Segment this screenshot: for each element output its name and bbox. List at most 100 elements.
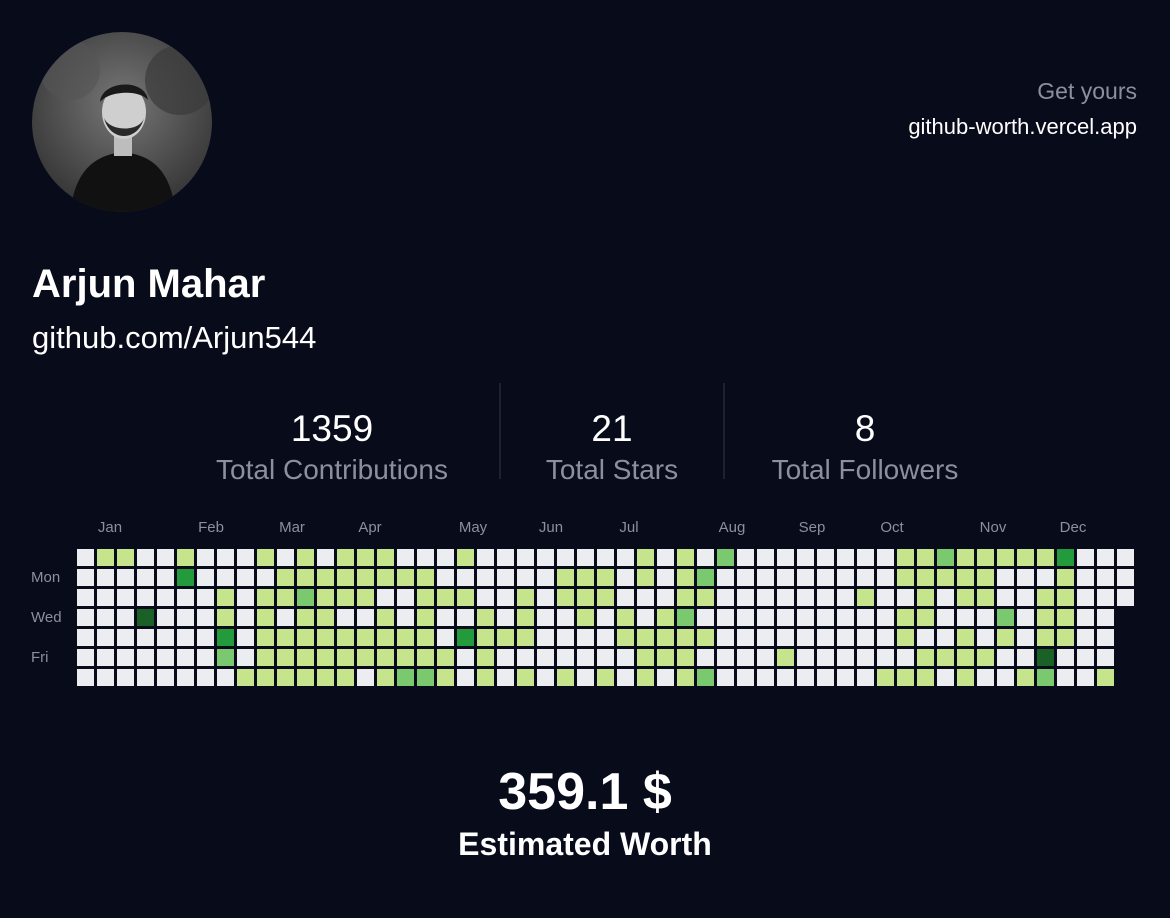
day-cell — [177, 609, 194, 626]
day-cell — [477, 609, 494, 626]
day-cell — [337, 549, 354, 566]
day-cell — [737, 669, 754, 686]
day-cell — [937, 589, 954, 606]
day-cell — [597, 669, 614, 686]
day-cell — [737, 549, 754, 566]
day-cell — [417, 549, 434, 566]
day-cell — [1097, 629, 1114, 646]
day-cell — [297, 629, 314, 646]
day-cell — [157, 609, 174, 626]
day-cell — [637, 669, 654, 686]
day-cell — [417, 629, 434, 646]
stat-value: 8 — [854, 408, 876, 449]
day-cell — [297, 609, 314, 626]
day-cell — [577, 609, 594, 626]
day-cell — [817, 589, 834, 606]
day-cell — [197, 609, 214, 626]
day-label: Wed — [31, 609, 62, 626]
month-label: Aug — [719, 519, 746, 536]
day-cell — [637, 629, 654, 646]
day-cell — [917, 669, 934, 686]
day-cell — [997, 629, 1014, 646]
day-cell — [417, 649, 434, 666]
day-cell — [117, 549, 134, 566]
day-cell — [1057, 609, 1074, 626]
stat-label: Total Contributions — [216, 454, 448, 485]
day-cell — [657, 589, 674, 606]
divider — [723, 383, 725, 479]
day-cell — [917, 649, 934, 666]
day-cell — [697, 589, 714, 606]
day-cell — [277, 649, 294, 666]
day-cell — [1057, 649, 1074, 666]
day-cell — [97, 649, 114, 666]
day-cell — [597, 569, 614, 586]
day-cell — [177, 549, 194, 566]
day-cell — [1097, 609, 1114, 626]
day-cell — [477, 549, 494, 566]
day-cell — [977, 629, 994, 646]
day-cell — [617, 589, 634, 606]
day-cell — [1037, 609, 1054, 626]
month-label: Mar — [279, 519, 305, 536]
day-cell — [77, 649, 94, 666]
day-cell — [257, 569, 274, 586]
day-cell — [757, 669, 774, 686]
day-cell — [237, 589, 254, 606]
day-cell — [1017, 649, 1034, 666]
day-cell — [257, 669, 274, 686]
day-cell — [717, 629, 734, 646]
day-cell — [797, 549, 814, 566]
day-cell — [337, 629, 354, 646]
day-cell — [757, 589, 774, 606]
divider — [499, 383, 501, 479]
day-cell — [457, 669, 474, 686]
day-cell — [437, 629, 454, 646]
day-cell — [297, 669, 314, 686]
day-cell — [157, 669, 174, 686]
contribution-calendar: Jan Feb Mar Apr May Jun Jul Aug Sep Oct Nov Dec Mon W… — [31, 519, 1134, 686]
day-cell — [497, 649, 514, 666]
day-cell — [317, 669, 334, 686]
day-cell — [517, 609, 534, 626]
day-cell — [857, 609, 874, 626]
day-cell — [137, 589, 154, 606]
day-cell — [497, 549, 514, 566]
day-cell — [97, 589, 114, 606]
site-link[interactable]: github-worth.vercel.app — [908, 114, 1137, 139]
day-cell — [797, 669, 814, 686]
day-cell — [557, 609, 574, 626]
day-cell — [977, 669, 994, 686]
day-cell — [1077, 569, 1094, 586]
day-cell — [177, 589, 194, 606]
day-cell — [137, 629, 154, 646]
day-cell — [757, 549, 774, 566]
day-cell — [517, 629, 534, 646]
day-cell — [337, 609, 354, 626]
day-cell — [897, 589, 914, 606]
day-cell — [997, 549, 1014, 566]
day-cell — [117, 609, 134, 626]
day-cell — [237, 569, 254, 586]
day-cell — [1037, 589, 1054, 606]
month-label: May — [459, 519, 488, 536]
profile-url[interactable]: github.com/Arjun544 — [32, 320, 317, 355]
day-cell — [337, 589, 354, 606]
day-cell — [1037, 569, 1054, 586]
day-cell — [997, 569, 1014, 586]
day-cell — [937, 649, 954, 666]
day-cell — [97, 669, 114, 686]
day-cell — [1097, 649, 1114, 666]
day-cell — [437, 549, 454, 566]
day-cell — [317, 609, 334, 626]
day-cell — [897, 649, 914, 666]
day-cell — [1017, 629, 1034, 646]
day-cell — [837, 549, 854, 566]
day-cell — [97, 609, 114, 626]
day-cell — [1097, 549, 1114, 566]
day-cell — [1017, 569, 1034, 586]
day-cell — [997, 649, 1014, 666]
day-cell — [1037, 649, 1054, 666]
day-cell — [757, 629, 774, 646]
